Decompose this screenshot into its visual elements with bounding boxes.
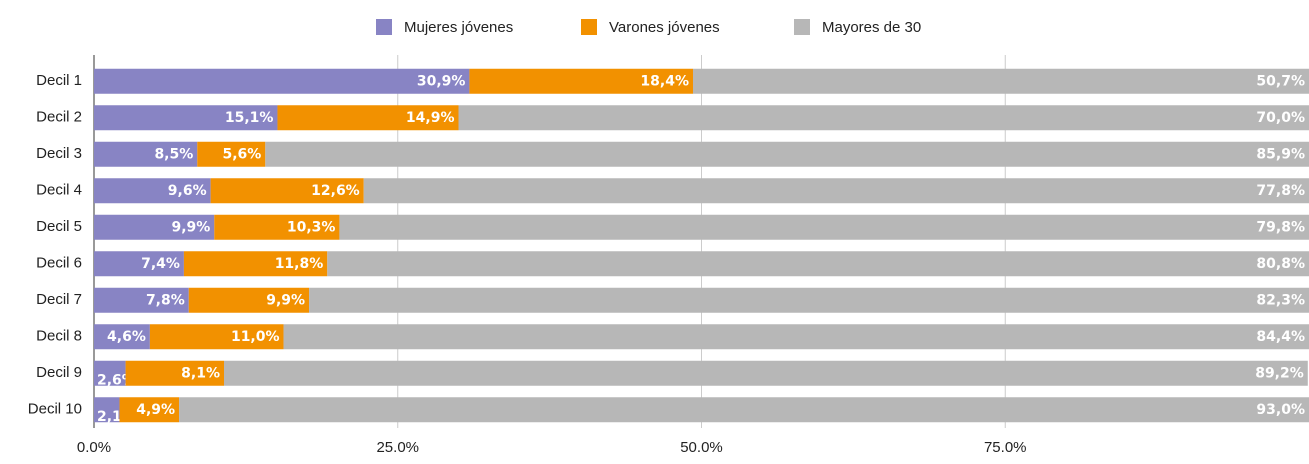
bar-segment bbox=[210, 178, 364, 204]
data-label: 79,8% bbox=[1256, 219, 1305, 235]
data-label: 7,8% bbox=[146, 292, 185, 308]
bar-segment bbox=[339, 214, 1309, 240]
x-tick-label: 25.0% bbox=[376, 439, 419, 456]
data-label: 9,6% bbox=[168, 183, 207, 199]
y-tick-label: Decil 3 bbox=[36, 145, 82, 162]
x-tick-label: 50.0% bbox=[680, 439, 723, 456]
data-label: 15,1% bbox=[225, 110, 274, 126]
data-label: 77,8% bbox=[1256, 183, 1305, 199]
bar-segment bbox=[119, 397, 180, 423]
data-label: 11,8% bbox=[275, 256, 324, 272]
y-tick-label: Decil 6 bbox=[36, 255, 82, 272]
data-label: 8,1% bbox=[181, 365, 220, 381]
bar-segment bbox=[149, 324, 284, 350]
legend-swatch bbox=[376, 19, 392, 35]
bar-segment bbox=[188, 287, 310, 313]
data-label: 70,0% bbox=[1256, 110, 1305, 126]
legend-label: Mujeres jóvenes bbox=[404, 19, 513, 36]
bar-segment bbox=[197, 141, 266, 167]
data-label: 80,8% bbox=[1256, 256, 1305, 272]
data-label: 14,9% bbox=[406, 110, 455, 126]
x-tick-label: 0.0% bbox=[77, 439, 111, 456]
bar-segment bbox=[327, 251, 1309, 277]
data-label: 93,0% bbox=[1256, 402, 1305, 418]
data-label: 82,3% bbox=[1256, 292, 1305, 308]
bar-segment bbox=[125, 360, 225, 386]
bar-segment bbox=[309, 287, 1309, 313]
data-label: 89,2% bbox=[1255, 365, 1304, 381]
y-tick-label: Decil 9 bbox=[36, 364, 82, 381]
bar-segment bbox=[94, 214, 215, 240]
bar-segment bbox=[458, 105, 1309, 131]
data-label: 84,4% bbox=[1256, 329, 1305, 345]
y-tick-label: Decil 1 bbox=[36, 72, 82, 89]
bar-segment bbox=[94, 141, 198, 167]
bar-segment bbox=[94, 287, 189, 313]
bar-segment bbox=[94, 397, 120, 423]
data-label: 18,4% bbox=[640, 73, 689, 89]
bar-segment bbox=[94, 251, 184, 277]
bar-segment bbox=[94, 68, 470, 94]
legend-label: Mayores de 30 bbox=[822, 19, 921, 36]
y-tick-label: Decil 4 bbox=[36, 182, 82, 199]
bar-segment bbox=[363, 178, 1309, 204]
legend-swatch bbox=[581, 19, 597, 35]
bar-segment bbox=[692, 68, 1309, 94]
bar-segment bbox=[469, 68, 693, 94]
data-label: 11,0% bbox=[231, 329, 280, 345]
data-label: 10,3% bbox=[287, 219, 336, 235]
legend-label: Varones jóvenes bbox=[609, 19, 720, 36]
bar-segment bbox=[94, 105, 278, 131]
data-label: 50,7% bbox=[1256, 73, 1305, 89]
bar-segment bbox=[94, 360, 126, 386]
data-label: 8,5% bbox=[154, 146, 193, 162]
data-label: 7,4% bbox=[141, 256, 180, 272]
y-tick-label: Decil 8 bbox=[36, 328, 82, 345]
bar-segment bbox=[265, 141, 1309, 167]
bar-segment bbox=[94, 324, 150, 350]
bar-segment bbox=[179, 397, 1309, 423]
data-label: 9,9% bbox=[266, 292, 305, 308]
data-label: 9,9% bbox=[171, 219, 210, 235]
data-label: 12,6% bbox=[311, 183, 360, 199]
y-tick-label: Decil 5 bbox=[36, 218, 82, 235]
data-label: 85,9% bbox=[1256, 146, 1305, 162]
y-tick-label: Decil 7 bbox=[36, 291, 82, 308]
data-label: 4,9% bbox=[136, 402, 175, 418]
bar-segment bbox=[94, 178, 211, 204]
data-label: 4,6% bbox=[107, 329, 146, 345]
legend-swatch bbox=[794, 19, 810, 35]
x-tick-label: 75.0% bbox=[984, 439, 1027, 456]
data-label: 5,6% bbox=[222, 146, 261, 162]
bar-segment bbox=[224, 360, 1308, 386]
data-label: 30,9% bbox=[417, 73, 466, 89]
bar-segment bbox=[183, 251, 328, 277]
y-tick-label: Decil 2 bbox=[36, 109, 82, 126]
bar-segment bbox=[214, 214, 340, 240]
bar-segment bbox=[277, 105, 459, 131]
bar-segment bbox=[283, 324, 1309, 350]
y-tick-label: Decil 10 bbox=[28, 401, 82, 418]
